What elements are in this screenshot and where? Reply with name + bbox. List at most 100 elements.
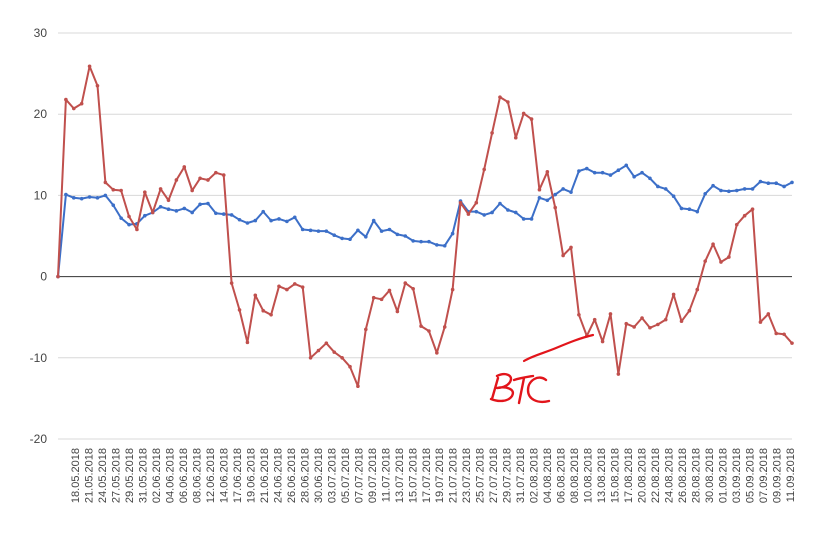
data-point [324,229,329,233]
x-tick-label: 09.07.2018 [367,448,379,503]
x-tick-label: 20.08.2018 [637,448,649,503]
data-point [348,364,352,369]
data-point [490,210,494,215]
data-point [790,341,794,345]
x-tick-label: 05.09.2018 [745,448,757,503]
x-tick-label: 14.06.2018 [218,448,230,503]
x-tick-label: 04.08.2018 [542,448,554,503]
data-point [427,239,431,244]
data-point [616,372,621,376]
x-tick-label: 06.08.2018 [556,448,568,503]
data-point [340,236,344,241]
x-tick-label: 07.09.2018 [758,448,770,503]
data-point [158,187,163,191]
data-point [119,188,123,193]
handwritten-btc-annotation [489,333,595,405]
data-point [608,312,613,316]
data-point [71,106,76,111]
data-point [237,308,242,312]
annotation-arrow-line [522,333,595,363]
data-point [308,228,313,233]
x-tick-label: 22.08.2018 [650,448,662,503]
data-point [127,214,131,219]
data-point [174,209,179,213]
data-point [261,308,266,313]
x-tick-label: 27.05.2018 [110,448,122,503]
data-point [790,180,794,185]
data-point [577,312,581,317]
data-point [198,176,202,181]
x-tick-label: 18.05.2018 [70,448,82,503]
x-tick-label: 03.09.2018 [731,448,743,503]
data-point [332,350,337,354]
x-tick-label: 26.06.2018 [286,448,298,503]
data-point [766,181,771,186]
x-tick-label: 24.05.2018 [97,448,109,503]
data-point [427,329,431,333]
data-point [127,222,131,227]
data-point [300,285,305,289]
x-tick-label: 21.06.2018 [259,448,271,503]
data-point [387,288,392,293]
x-tick-label: 03.07.2018 [326,448,338,503]
data-point [442,325,447,329]
data-point [498,95,502,99]
x-tick-label: 17.08.2018 [623,448,635,503]
data-point [356,384,360,389]
data-point [182,165,187,169]
data-point [711,183,715,188]
x-tick-label: 06.06.2018 [178,448,190,503]
data-point [71,196,76,200]
data-point [577,169,581,173]
data-point [387,227,392,232]
data-point [119,216,123,220]
series-1 [56,163,794,279]
data-point [269,312,273,317]
data-point [545,170,550,174]
series-lines [56,64,794,389]
data-point [513,135,518,140]
data-point [671,292,676,297]
data-point [640,170,644,175]
x-tick-label: 28.08.2018 [691,448,703,503]
data-point [584,166,589,171]
x-tick-label: 21.05.2018 [83,448,95,503]
data-point [103,180,108,185]
data-point [324,341,329,345]
data-point [727,189,731,194]
y-tick-label: 30 [34,26,48,40]
data-point [656,322,660,327]
data-point [466,212,471,216]
data-point [663,317,668,322]
data-point [687,308,692,313]
data-point [679,319,684,324]
data-point [474,200,479,205]
data-point [190,188,194,193]
data-point [348,237,352,242]
x-tick-label: 11.07.2018 [380,448,392,502]
x-tick-label: 17.06.2018 [232,448,244,503]
x-tick-label: 09.09.2018 [772,448,784,503]
data-point [592,317,597,322]
data-point [506,208,510,212]
annotation-letter-b [489,373,515,403]
data-point [624,163,629,168]
y-tick-label: -10 [30,351,48,365]
data-point [529,217,534,221]
data-point [95,83,100,88]
data-point [292,282,297,286]
data-point [316,229,321,233]
data-point [742,187,747,191]
data-point [419,239,423,244]
data-point [727,255,731,259]
data-point [245,221,250,225]
data-point [458,200,463,205]
data-point [198,202,202,207]
data-point [569,190,573,194]
series-line [57,164,793,277]
data-point [87,64,92,69]
data-point [648,176,652,181]
data-point [316,348,321,353]
data-point [758,179,763,184]
data-point [269,218,273,223]
